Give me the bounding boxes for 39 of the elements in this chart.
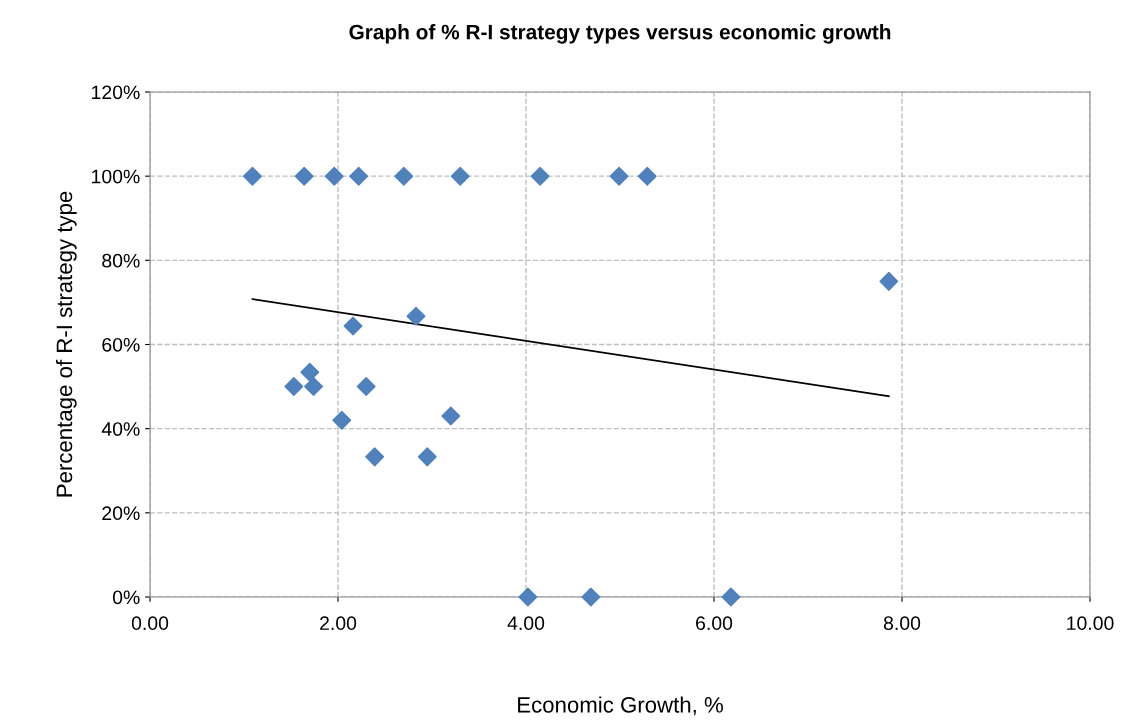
x-tick-label: 2.00 bbox=[320, 616, 357, 631]
point bbox=[365, 447, 385, 467]
point bbox=[300, 362, 320, 382]
point bbox=[581, 587, 601, 607]
point bbox=[721, 587, 741, 607]
point bbox=[518, 587, 538, 607]
chart-title: Graph of % R-I strategy types versus economic growth bbox=[349, 24, 891, 44]
x-axis-title: Economic Growth, % bbox=[518, 696, 723, 716]
y-tick-label: 100% bbox=[92, 169, 140, 184]
point bbox=[343, 316, 363, 336]
point bbox=[394, 166, 414, 186]
y-tick-label: 20% bbox=[102, 506, 140, 521]
point bbox=[530, 166, 550, 186]
y-tick-label: 0% bbox=[112, 590, 140, 605]
x-tick-label: 0.00 bbox=[131, 616, 169, 631]
y-tick-label: 120% bbox=[92, 85, 140, 100]
point bbox=[294, 166, 314, 186]
point bbox=[609, 166, 629, 186]
y-tick-label: 40% bbox=[101, 422, 140, 436]
y-tick-label: 60% bbox=[102, 337, 140, 352]
point bbox=[450, 166, 470, 186]
point bbox=[332, 410, 352, 430]
point bbox=[304, 377, 324, 397]
x-tick-label: 10.00 bbox=[1067, 616, 1114, 631]
point bbox=[356, 377, 376, 397]
point bbox=[441, 406, 461, 426]
y-axis-title: Percentage of R-I strategy type bbox=[55, 191, 77, 497]
x-tick-label: 6.00 bbox=[696, 616, 733, 631]
x-tick-label: 4.00 bbox=[507, 616, 545, 631]
point bbox=[637, 166, 657, 186]
point bbox=[417, 447, 437, 467]
point bbox=[242, 166, 262, 186]
x-tick-label: 8.00 bbox=[883, 616, 921, 631]
point bbox=[324, 166, 344, 186]
y-tick-label: 80% bbox=[102, 253, 140, 268]
point bbox=[879, 271, 899, 291]
point bbox=[284, 377, 304, 397]
point bbox=[406, 306, 426, 326]
point bbox=[349, 166, 369, 186]
